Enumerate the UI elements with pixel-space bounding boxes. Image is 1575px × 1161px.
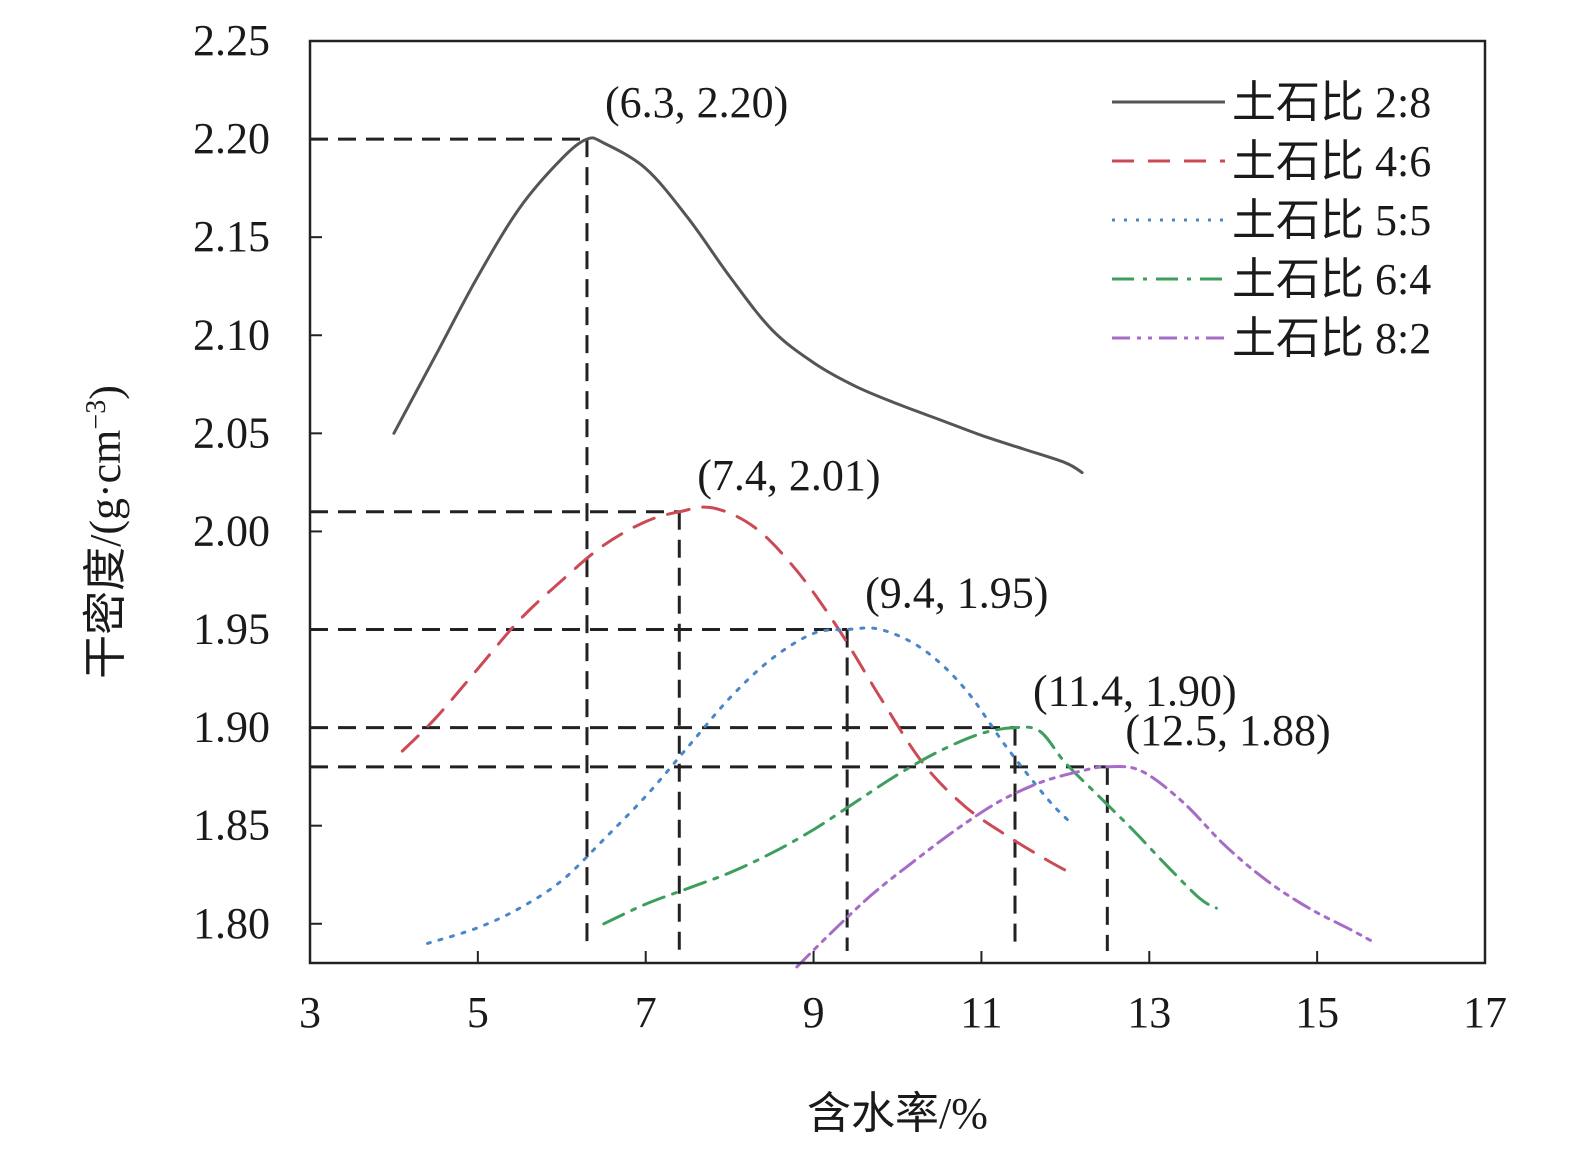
x-tick-label: 5: [467, 988, 489, 1037]
y-tick-label: 2.05: [193, 408, 270, 457]
y-tick-label: 1.80: [193, 899, 270, 948]
ticks-layer: 3 5 7 9 11 13 15 17 1.80 1.85 1.90 1.95 2.00 2.05 2.10…: [193, 16, 1507, 1037]
series-line: [392, 136, 1084, 475]
point-annotation: (12.5, 1.88): [1125, 706, 1330, 755]
point-annotation: (7.4, 2.01): [697, 451, 880, 500]
y-tick-label: 1.90: [193, 703, 270, 752]
x-axis-title: 含水率/%: [807, 1089, 988, 1138]
y-tick-label: 2.20: [193, 114, 270, 163]
point-annotation: (9.4, 1.95): [865, 569, 1048, 618]
point-annotation: (11.4, 1.90): [1033, 667, 1237, 716]
y-tick-label: 1.95: [193, 605, 270, 654]
y-tick-label: 1.85: [193, 801, 270, 850]
y-axis-title: 干密度/(g·cm−3): [81, 385, 131, 679]
series-line: [795, 765, 1378, 969]
legend-label: 土石比 2:8: [1232, 78, 1431, 127]
y-axis-title-main: 干密度/(g·cm: [81, 430, 130, 679]
y-tick-label: 2.25: [193, 16, 270, 65]
series-layer: [392, 136, 1378, 969]
point-annotation: (6.3, 2.20): [605, 78, 788, 127]
legend-label: 土石比 8:2: [1232, 314, 1431, 363]
series-line: [400, 505, 1076, 877]
legend-label: 土石比 4:6: [1232, 137, 1431, 186]
annotations-layer: (6.3, 2.20) (7.4, 2.01) (9.4, 1.95) (11.4, …: [605, 78, 1331, 755]
y-tick-label: 2.00: [193, 506, 270, 555]
legend-label: 土石比 5:5: [1232, 196, 1431, 245]
series-line: [426, 626, 1076, 945]
series-line: [602, 725, 1218, 926]
y-tick-label: 2.10: [193, 310, 270, 359]
y-tick-label: 2.15: [193, 212, 270, 261]
x-tick-label: 11: [960, 988, 1002, 1037]
x-tick-label: 17: [1463, 988, 1507, 1037]
x-tick-label: 13: [1127, 988, 1171, 1037]
x-tick-label: 15: [1295, 988, 1339, 1037]
y-axis-title-close: ): [81, 385, 130, 400]
reference-lines-layer: [310, 137, 1109, 951]
legend: 土石比 2:8 土石比 4:6 土石比 5:5 土石比 6:4 土石比 8:2: [1112, 78, 1431, 363]
y-axis-title-superscript: −3: [81, 400, 112, 430]
legend-label: 土石比 6:4: [1232, 255, 1431, 304]
x-tick-label: 9: [803, 988, 825, 1037]
plot-frame: [308, 39, 1487, 965]
x-tick-label: 7: [635, 988, 657, 1037]
x-tick-label: 3: [299, 988, 321, 1037]
